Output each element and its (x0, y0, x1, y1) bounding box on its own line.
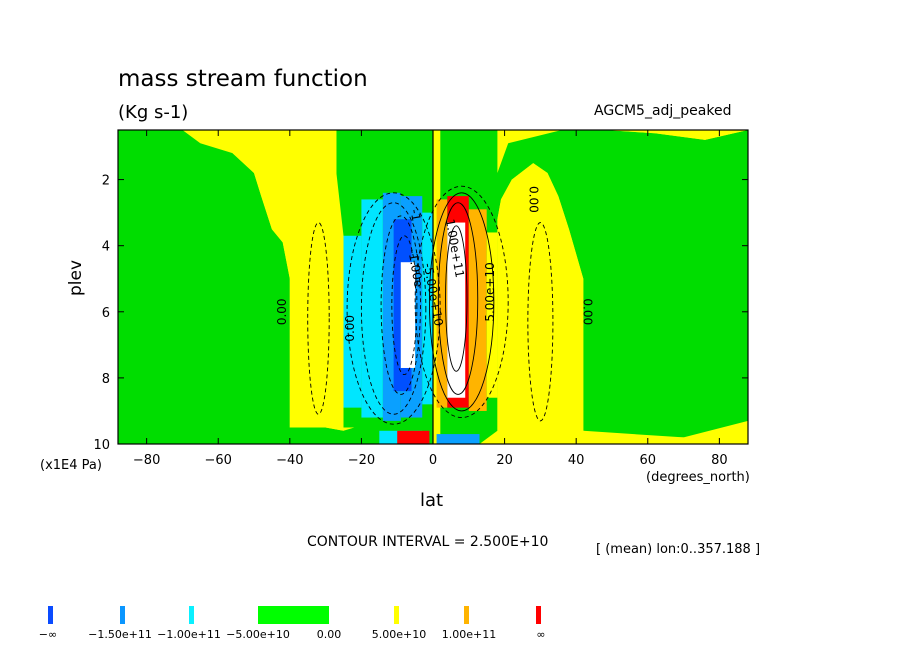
colorbar-label-4: 0.00 (317, 628, 342, 641)
colorbar-bg-2 (189, 606, 258, 624)
contour-pos-100 (437, 202, 479, 395)
cell-4 (422, 212, 433, 405)
x-tick-label-2: −40 (276, 453, 303, 468)
colorbar-label-2: −1.00e+11 (157, 628, 221, 641)
colorbar-label-7: ∞ (536, 628, 545, 641)
chart-title: mass stream function (118, 66, 368, 92)
y-tick-label-0: 2 (102, 174, 110, 189)
fill-north-yellow (497, 163, 584, 431)
contour-neg-050 (360, 202, 427, 415)
fill-ne-yellow (604, 130, 748, 140)
contour-neg-100 (380, 215, 421, 395)
contour-neg-150 (391, 235, 418, 376)
y-axis-unit: (x1E4 Pa) (40, 458, 102, 473)
colorbar-swatch-3 (258, 606, 329, 624)
contour-label-6: -1.00e (405, 248, 425, 288)
contour-lines (307, 130, 554, 444)
contour-pos-050 (428, 192, 495, 412)
fill-north-green (440, 130, 748, 444)
fill-south-green (118, 130, 376, 444)
colorbar-bg-5 (399, 606, 469, 624)
chart-units: (Kg s-1) (118, 102, 189, 123)
colorbar-bg-6 (469, 606, 541, 624)
colorbar-label-1: −1.50e+11 (88, 628, 152, 641)
cell-0 (343, 235, 362, 408)
x-tick-label-3: −20 (348, 453, 375, 468)
colorbar: −∞ −1.50e+11 −1.00e+11 −5.00e+10 0.00 5.00e+1… (39, 606, 546, 641)
colorbar-swatch-5 (464, 606, 469, 624)
axis-ticks: −80 −60 −40 −20 0 20 40 60 80 2 4 6 8 10 (93, 130, 748, 468)
contour-sh-sub (307, 222, 330, 415)
contour-interval: CONTOUR INTERVAL = 2.500E+10 (307, 534, 549, 550)
colorbar-swatch-6 (536, 606, 541, 624)
colorbar-label-0: −∞ (39, 628, 57, 641)
contour-label-0: 0.00 (275, 298, 289, 325)
colorbar-swatch-4 (394, 606, 399, 624)
cell-7 (436, 199, 448, 408)
colorbar-bg-0 (48, 606, 120, 624)
x-tick-label-7: 60 (639, 453, 656, 468)
subset-label: [ (mean) lon:0..357.188 ] (596, 542, 761, 557)
cell-14 (397, 430, 430, 444)
colorbar-swatch-2 (189, 606, 194, 624)
contour-pos-outer (414, 185, 509, 419)
contour-label-2: 0.00 (527, 186, 541, 213)
cell-1 (361, 199, 383, 418)
colorbar-swatch-0 (48, 606, 53, 624)
contour-neg-outer (346, 192, 441, 425)
y-tick-label-4: 10 (93, 438, 110, 453)
cell-10 (486, 232, 498, 398)
colorbar-label-3: −5.00e+10 (226, 628, 290, 641)
colorbar-bg-1 (120, 606, 189, 624)
x-tick-label-4: 0 (429, 453, 437, 468)
contour-label-3: 0.00 (580, 298, 594, 325)
x-tick-label-0: −80 (133, 453, 160, 468)
colorbar-bg-4 (329, 606, 399, 624)
x-tick-label-8: 80 (711, 453, 728, 468)
cell-12 (454, 258, 462, 359)
x-tick-label-5: 20 (496, 453, 513, 468)
colorbar-label-5: 5.00e+10 (372, 628, 426, 641)
x-axis-label: lat (420, 490, 444, 511)
fill-south-yellow (211, 130, 344, 431)
contour-label-4: 5.00e+10 (483, 262, 497, 321)
x-tick-label-6: 40 (568, 453, 585, 468)
cell-15 (436, 434, 480, 444)
colorbar-swatch-1 (120, 606, 125, 624)
y-tick-label-1: 4 (102, 240, 110, 255)
cell-6 (400, 262, 416, 368)
y-tick-label-3: 8 (102, 372, 110, 387)
x-axis-unit: (degrees_north) (646, 470, 750, 485)
x-tick-label-1: −60 (205, 453, 232, 468)
dataset-label: AGCM5_adj_peaked (594, 103, 732, 119)
contour-label-1: 0.00 (343, 315, 357, 342)
colorbar-label-6: 1.00e+11 (442, 628, 496, 641)
contour-label-8: -1 (408, 208, 424, 222)
contour-pos-150 (445, 225, 468, 372)
contour-nh-sub (527, 222, 554, 422)
y-tick-label-2: 6 (102, 306, 110, 321)
fill-bottom-yellow (504, 420, 748, 444)
